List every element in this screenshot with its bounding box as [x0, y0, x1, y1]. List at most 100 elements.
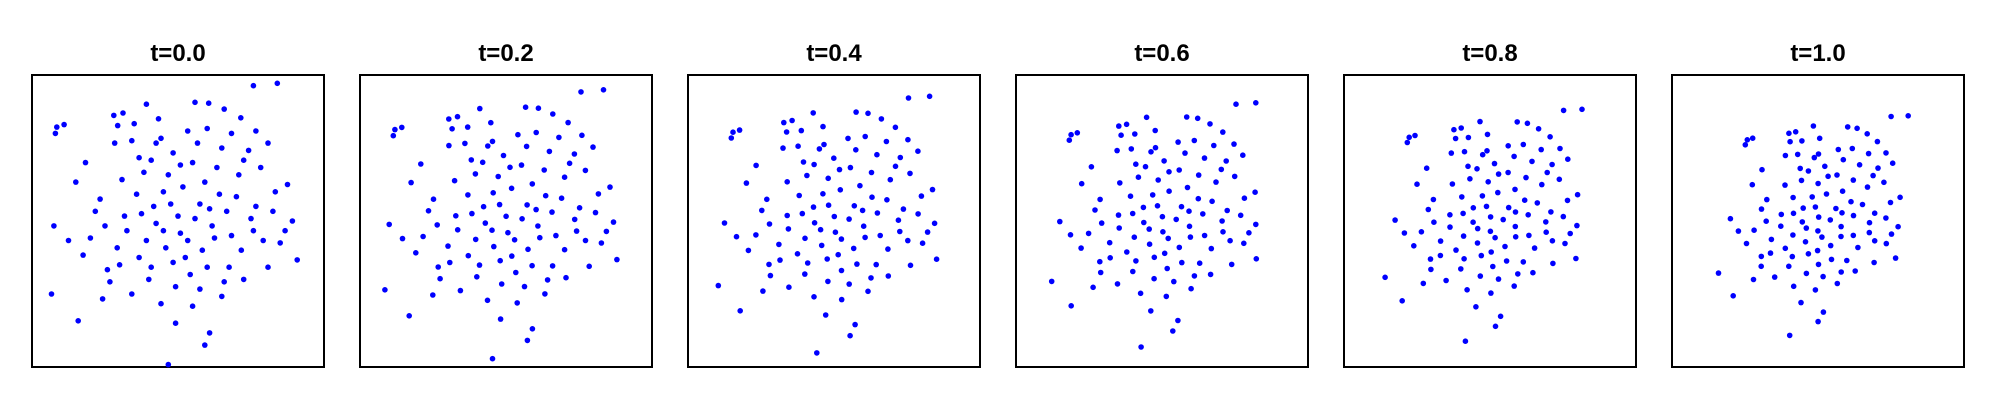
scatter-point: [172, 320, 179, 327]
scatter-point: [579, 132, 585, 139]
scatter-point: [1526, 232, 1532, 239]
scatter-point: [1161, 158, 1167, 164]
scatter-point: [573, 228, 580, 234]
scatter-point: [143, 237, 150, 244]
scatter-point: [1231, 141, 1237, 147]
scatter-point: [138, 210, 145, 217]
scatter-point: [851, 203, 858, 209]
scatter-point: [1797, 165, 1803, 172]
scatter-point: [1889, 160, 1896, 166]
scatter-point: [1392, 217, 1398, 223]
scatter-point: [541, 167, 547, 173]
scatter-point: [1520, 259, 1527, 265]
scatter-point: [1850, 212, 1857, 219]
scatter-point: [760, 288, 766, 294]
scatter-point: [449, 126, 455, 132]
scatter-point: [199, 247, 206, 253]
scatter-point: [446, 142, 452, 149]
scatter-point: [859, 207, 866, 214]
scatter-point: [1871, 259, 1877, 266]
scatter-point: [838, 296, 845, 303]
scatter-point: [1883, 215, 1889, 221]
scatter-point: [474, 274, 480, 280]
scatter-point: [802, 271, 808, 277]
scatter-point: [1228, 261, 1235, 268]
scatter-point: [865, 288, 871, 295]
scatter-point: [1815, 214, 1822, 220]
scatter-point: [1539, 181, 1545, 188]
scatter-point: [97, 196, 103, 202]
scatter-point: [277, 240, 284, 246]
scatter-point: [1730, 293, 1736, 299]
scatter-point: [1786, 263, 1792, 270]
scatter-point: [571, 216, 578, 223]
scatter-point: [563, 274, 569, 281]
scatter-point: [1871, 238, 1878, 244]
scatter-point: [1495, 189, 1501, 196]
scatter-point: [831, 213, 838, 220]
scatter-point: [1512, 223, 1519, 230]
scatter-point: [1838, 233, 1844, 240]
scatter-point: [505, 229, 511, 236]
scatter-point: [592, 209, 599, 216]
scatter-point: [578, 89, 584, 95]
scatter-point: [1543, 229, 1549, 235]
scatter-point: [1137, 290, 1144, 297]
scatter-point: [1505, 204, 1512, 211]
scatter-point: [1827, 242, 1834, 249]
scatter-point: [1048, 278, 1055, 285]
scatter-point: [1427, 256, 1434, 262]
scatter-point: [236, 172, 242, 178]
scatter-point: [1488, 249, 1494, 255]
scatter-point: [915, 148, 921, 154]
scatter-point: [810, 204, 817, 210]
scatter-point: [1447, 224, 1453, 230]
scatter-point: [469, 210, 475, 217]
scatter-point: [1196, 260, 1203, 267]
scatter-point: [479, 159, 486, 166]
panel-title: t=0.6: [1134, 40, 1189, 67]
scatter-point: [798, 127, 805, 134]
scatter-point: [825, 278, 831, 285]
scatter-point: [1822, 163, 1828, 170]
scatter-point: [1562, 240, 1568, 247]
scatter-point: [919, 240, 926, 246]
scatter-point: [148, 264, 154, 271]
scatter-point: [485, 143, 491, 149]
scatter-point: [784, 212, 790, 219]
scatter-point: [533, 206, 539, 213]
scatter-point: [825, 202, 832, 208]
panel-title: t=0.2: [478, 40, 533, 67]
scatter-point: [175, 213, 181, 219]
scatter-point: [472, 171, 479, 177]
scatter-point: [1461, 148, 1468, 155]
scatter-point: [1479, 193, 1486, 199]
scatter-point: [136, 254, 142, 261]
scatter-point: [61, 121, 67, 128]
scatter-point: [1175, 139, 1181, 145]
scatter-point: [837, 187, 844, 193]
scatter-point: [854, 261, 860, 267]
scatter-point: [1253, 221, 1259, 228]
scatter-point: [294, 257, 301, 263]
scatter-point: [1811, 154, 1818, 161]
scatter-point: [533, 129, 539, 136]
scatter-point: [163, 245, 169, 251]
scatter-point: [1547, 134, 1553, 140]
scatter-point: [1803, 225, 1810, 231]
scatter-point: [514, 300, 520, 306]
scatter-point: [177, 162, 184, 168]
scatter-point: [1799, 138, 1805, 144]
scatter-point: [877, 232, 883, 239]
scatter-point: [1166, 169, 1172, 175]
scatter-point: [1512, 186, 1518, 193]
scatter-point: [1758, 263, 1764, 270]
scatter-point: [590, 144, 596, 150]
scatter-point: [1146, 226, 1152, 232]
scatter-point: [197, 286, 203, 292]
scatter-point: [1133, 161, 1139, 167]
scatter-point: [204, 125, 210, 132]
panel-title: t=0.8: [1462, 40, 1517, 67]
scatter-point: [451, 177, 458, 184]
scatter-point: [743, 180, 750, 186]
